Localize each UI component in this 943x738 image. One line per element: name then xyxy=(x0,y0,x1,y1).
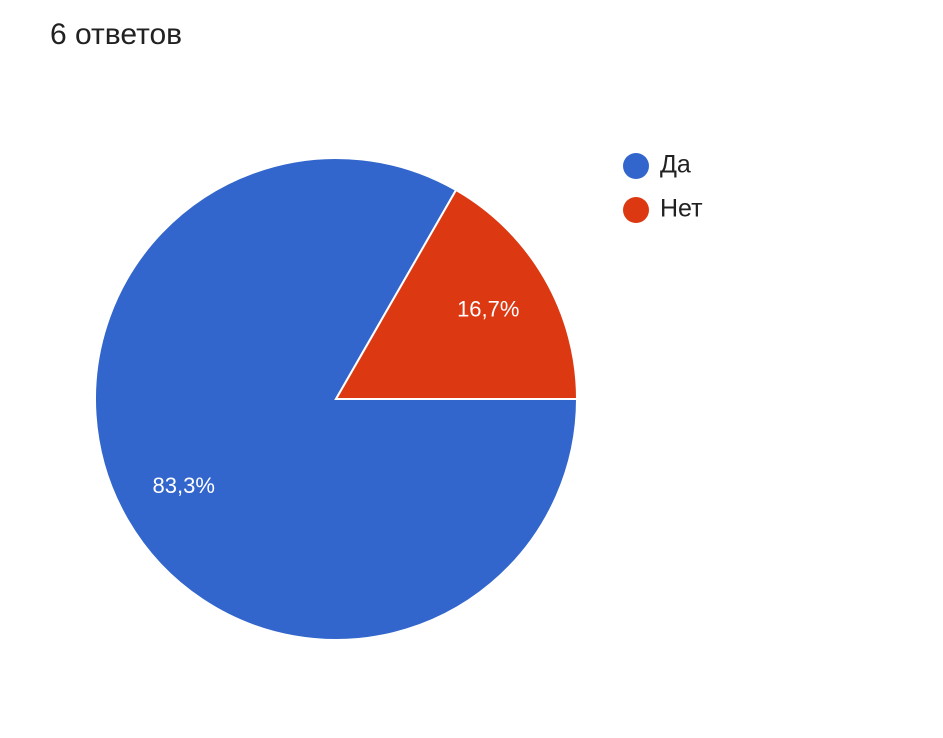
slice-label: 16,7% xyxy=(457,297,519,322)
legend-label: Нет xyxy=(660,195,703,223)
legend-marker xyxy=(623,153,649,179)
chart-title: 6 ответов xyxy=(50,18,182,51)
legend-marker xyxy=(623,197,649,223)
pie-slice xyxy=(334,188,579,400)
slice-label: 83,3% xyxy=(153,473,215,498)
legend-label: Да xyxy=(660,151,691,179)
